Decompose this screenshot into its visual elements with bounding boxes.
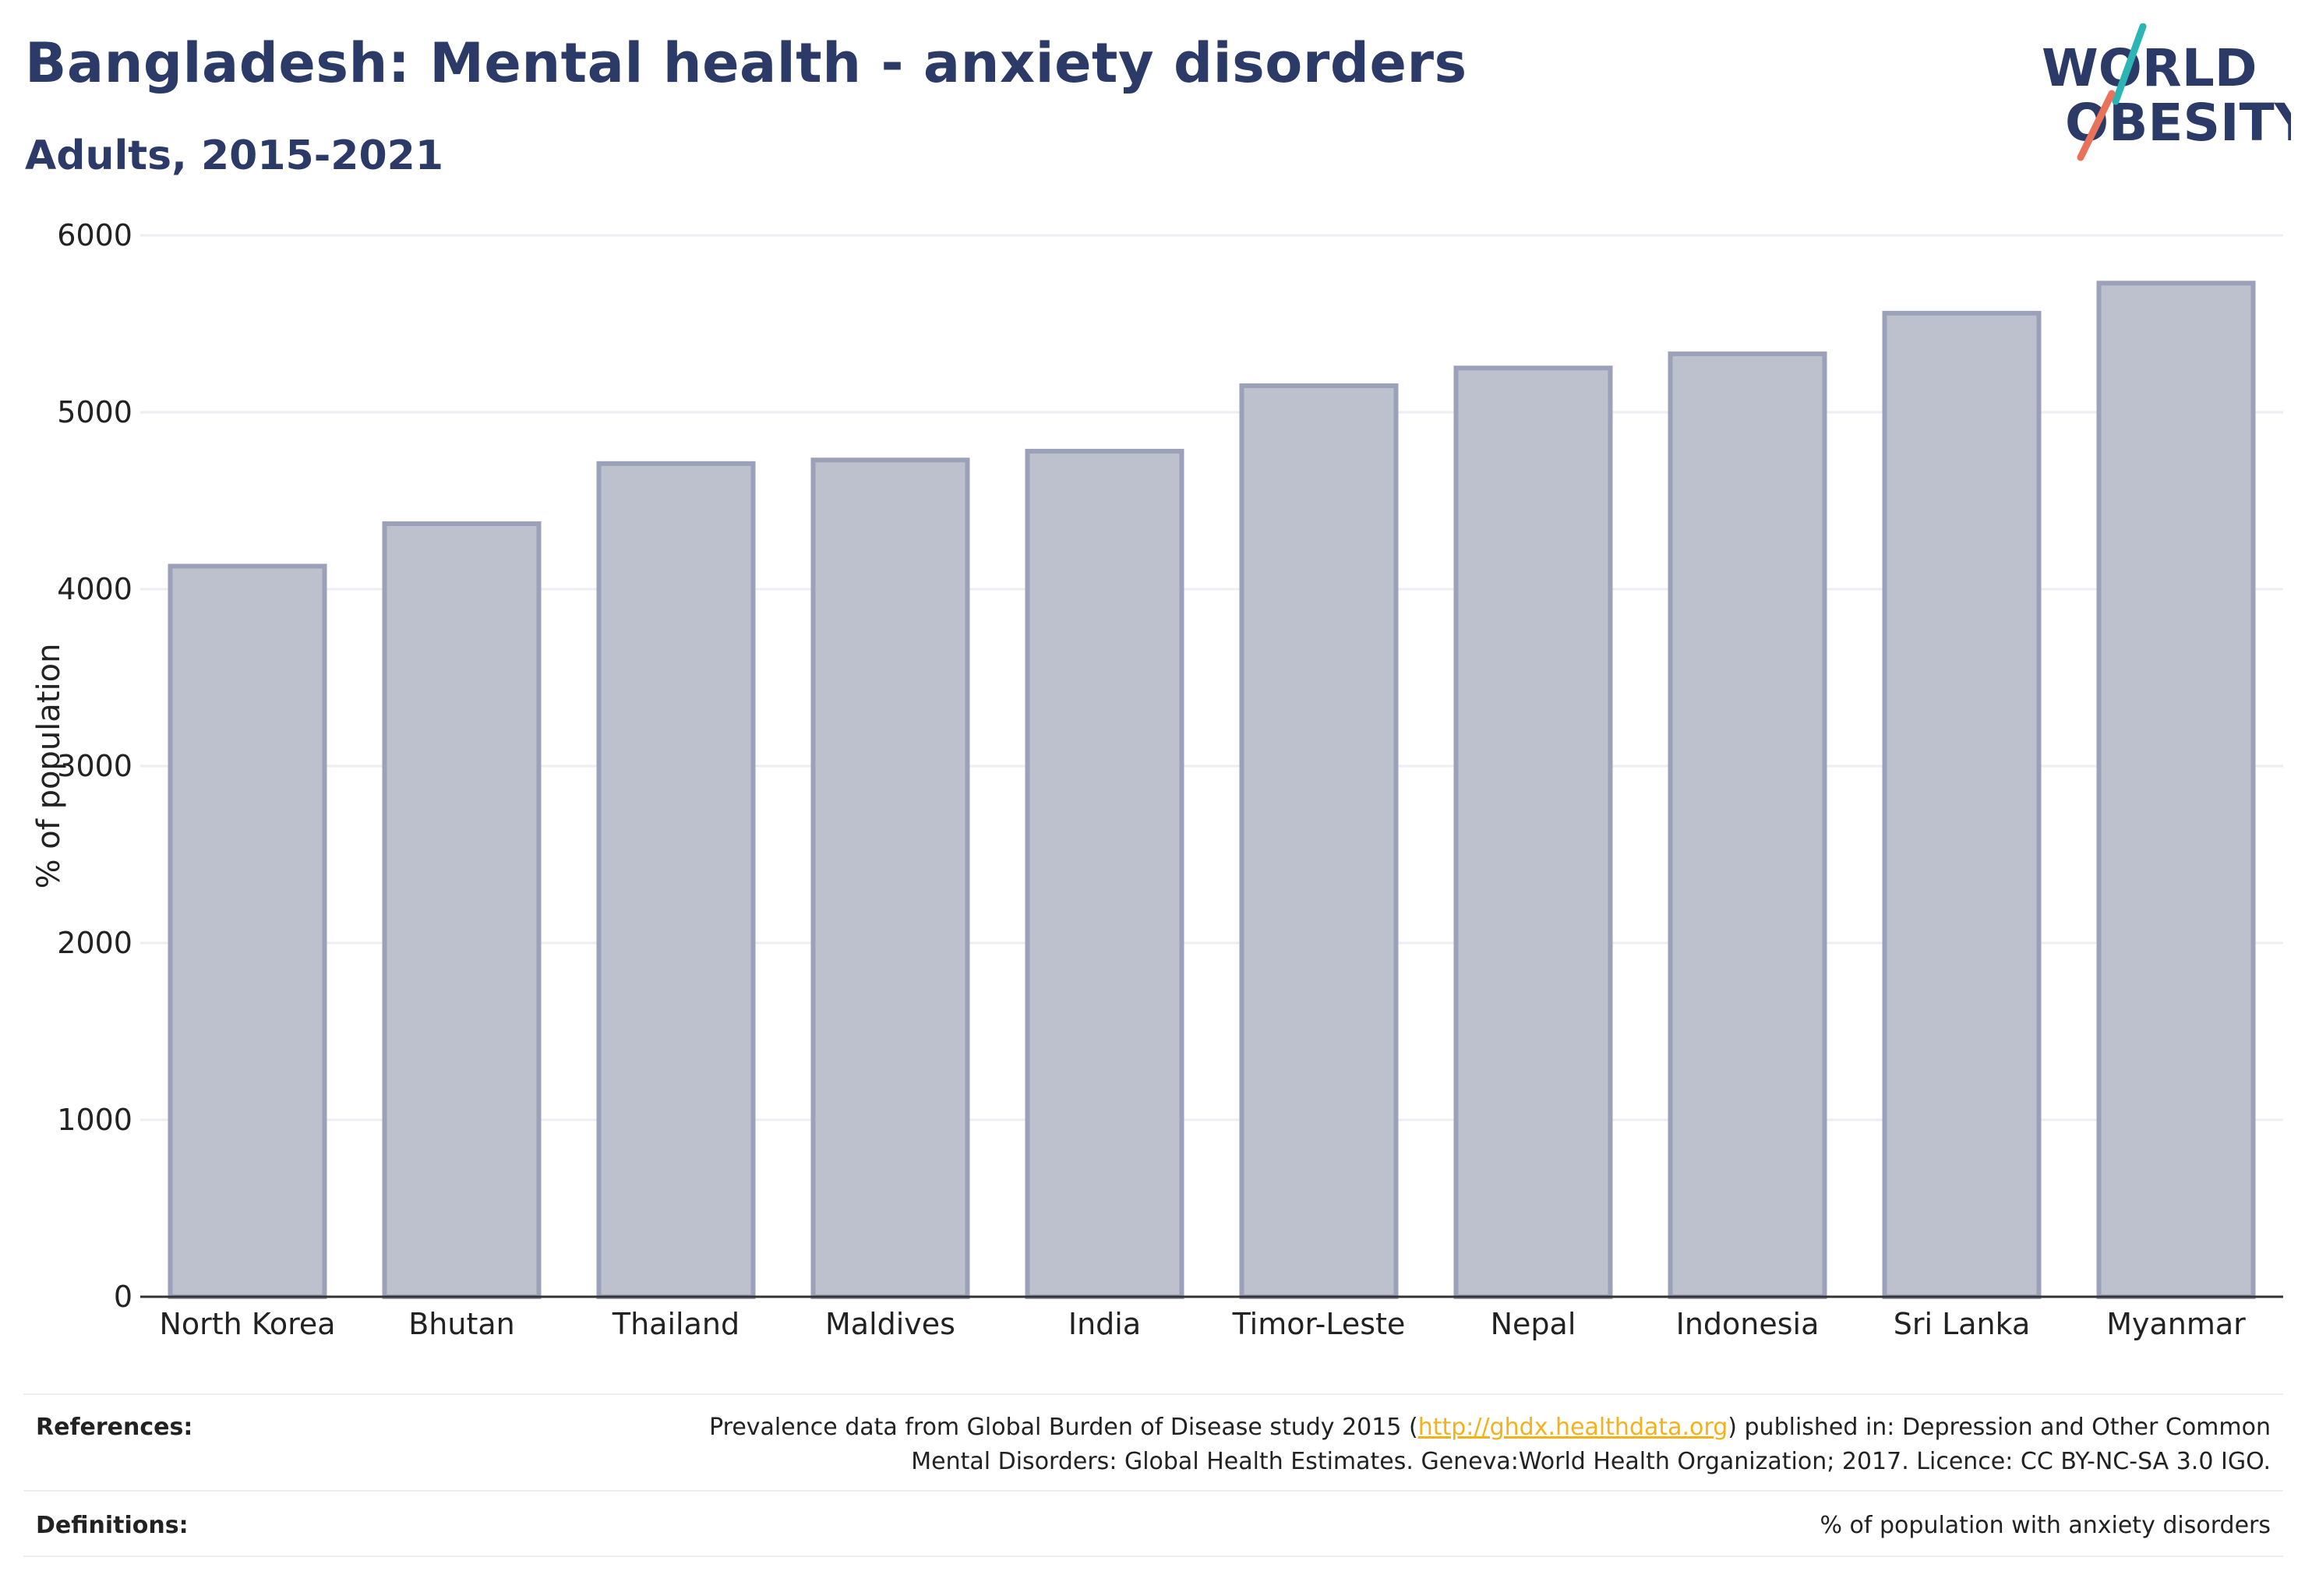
x-tick-label: Nepal	[1491, 1307, 1576, 1341]
x-tick-label: Myanmar	[2106, 1307, 2246, 1341]
x-tick-label: Maldives	[825, 1307, 955, 1341]
logo-text-world: WORLD	[2042, 38, 2257, 98]
definitions-label: Definitions:	[36, 1512, 189, 1539]
x-tick-labels: North Korea Bhutan Thailand Maldives India Ti…	[159, 1307, 2246, 1341]
y-tick-label: 1000	[57, 1103, 132, 1137]
bar-north-korea	[168, 563, 327, 1299]
x-tick-label: Thailand	[612, 1307, 740, 1341]
world-obesity-logo: WORLD OBESITY	[2042, 23, 2291, 161]
bar-indonesia	[1668, 351, 1827, 1300]
references-line2: Mental Disorders: Global Health Estimate…	[911, 1448, 2271, 1475]
references-label: References:	[36, 1414, 193, 1441]
definitions-text: % of population with anxiety disorders	[1820, 1512, 2271, 1539]
logo-slash-coral	[2077, 90, 2116, 161]
x-tick-label: India	[1068, 1307, 1141, 1341]
references-pre: Prevalence data from Global Burden of Di…	[709, 1414, 1418, 1441]
footer-divider-middle	[23, 1490, 2283, 1492]
chart-title: Bangladesh: Mental health - anxiety diso…	[25, 31, 1467, 95]
chart-subtitle: Adults, 2015-2021	[25, 132, 444, 179]
references-post: ) published in: Depression and Other Com…	[1728, 1414, 2271, 1441]
bar-bhutan	[382, 521, 542, 1299]
bar-maldives	[810, 457, 970, 1299]
bar-sri-lanka	[1882, 310, 2042, 1299]
bar-india	[1025, 448, 1184, 1300]
x-tick-label: Indonesia	[1676, 1307, 1820, 1341]
y-tick-labels: 0 1000 2000 3000 4000 5000 6000	[57, 218, 132, 1314]
y-tick-label: 2000	[57, 926, 132, 960]
y-tick-label: 3000	[57, 749, 132, 783]
x-tick-label: North Korea	[159, 1307, 335, 1341]
x-tick-label: Sri Lanka	[1894, 1307, 2031, 1341]
y-tick-label: 5000	[57, 395, 132, 429]
bar-myanmar	[2096, 281, 2256, 1299]
footer-divider-top	[23, 1393, 2283, 1395]
y-tick-label: 6000	[57, 218, 132, 252]
references-text: Prevalence data from Global Burden of Di…	[709, 1411, 2271, 1479]
bars	[168, 281, 2256, 1300]
bar-chart: 0 1000 2000 3000 4000 5000 6000 North Korea Bhu…	[31, 218, 2283, 1341]
x-tick-label: Bhutan	[408, 1307, 515, 1341]
bar-timor-leste	[1239, 383, 1399, 1300]
y-tick-label: 0	[114, 1280, 132, 1314]
logo-slash-teal	[2112, 23, 2147, 105]
y-tick-label: 4000	[57, 572, 132, 606]
x-tick-label: Timor-Leste	[1232, 1307, 1406, 1341]
bar-thailand	[596, 461, 756, 1300]
logo-text-obesity: OBESITY	[2065, 93, 2291, 153]
references-section: References: Prevalence data from Global …	[23, 1411, 2283, 1488]
bar-nepal	[1453, 365, 1613, 1299]
definitions-section: Definitions: % of population with anxiet…	[23, 1509, 2283, 1548]
footer-divider-bottom	[23, 1555, 2283, 1557]
y-axis-title: % of population	[31, 644, 67, 889]
references-link[interactable]: http://ghdx.healthdata.org	[1417, 1414, 1728, 1441]
